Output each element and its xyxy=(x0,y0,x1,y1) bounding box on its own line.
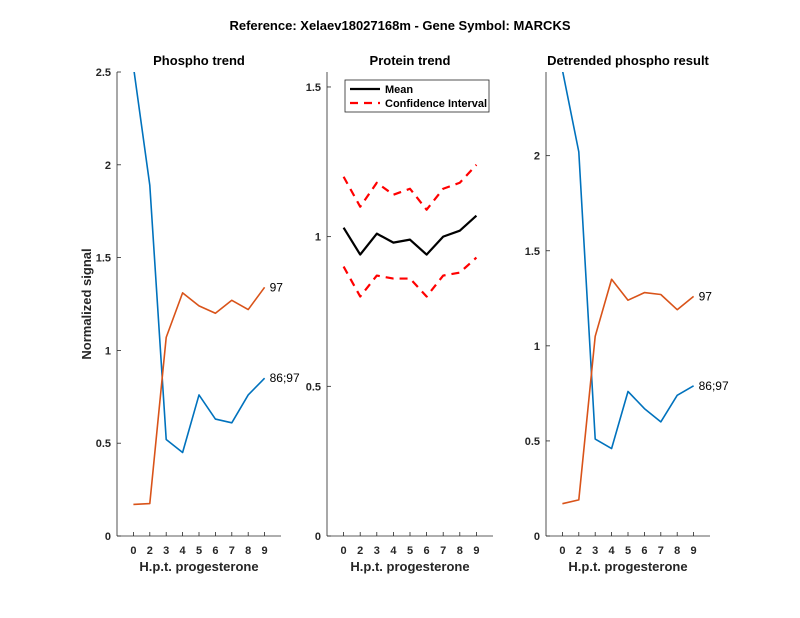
y-tick-label: 1.5 xyxy=(96,253,111,265)
x-tick-label: 2 xyxy=(357,545,363,557)
y-tick-label: 0 xyxy=(534,531,540,543)
series-end-label: 97 xyxy=(699,289,713,303)
x-tick-label: 2 xyxy=(576,545,582,557)
x-tick-label: 8 xyxy=(674,545,680,557)
x-axis-label: H.p.t. progesterone xyxy=(568,559,687,574)
y-tick-label: 1 xyxy=(534,341,540,353)
y-tick-label: 0.5 xyxy=(306,381,321,393)
panel-title: Phospho trend xyxy=(153,53,245,68)
figure-title: Reference: Xelaev18027168m - Gene Symbol… xyxy=(229,18,570,33)
x-tick-label: 7 xyxy=(658,545,664,557)
y-tick-label: 2 xyxy=(105,160,111,172)
x-tick-label: 4 xyxy=(180,545,187,557)
x-tick-label: 3 xyxy=(592,545,598,557)
x-tick-label: 8 xyxy=(245,545,251,557)
series-line-86-97 xyxy=(133,72,266,454)
x-axis-label: H.p.t. progesterone xyxy=(350,559,469,574)
series-line-97 xyxy=(562,278,695,505)
x-tick-label: 9 xyxy=(691,545,697,557)
x-tick-label: 3 xyxy=(163,545,169,557)
y-tick-label: 1 xyxy=(105,345,111,357)
panel-title: Detrended phospho result xyxy=(547,53,709,68)
x-tick-label: 4 xyxy=(390,545,397,557)
x-tick-label: 5 xyxy=(625,545,631,557)
series-group xyxy=(561,72,695,505)
x-tick-label: 7 xyxy=(229,545,235,557)
x-tick-label: 0 xyxy=(341,545,347,557)
y-tick-label: 0.5 xyxy=(525,436,540,448)
series-end-label: 97 xyxy=(270,280,284,294)
legend-entry: Confidence Interval xyxy=(385,98,487,110)
series-line-97 xyxy=(133,286,266,506)
x-tick-label: 8 xyxy=(457,545,463,557)
y-tick-label: 1.5 xyxy=(306,82,321,94)
y-axis-label: Normalized signal xyxy=(79,248,94,359)
x-tick-label: 4 xyxy=(609,545,616,557)
series-group xyxy=(342,164,478,298)
legend: Mean Confidence Interval xyxy=(344,79,490,113)
x-tick-label: 6 xyxy=(424,545,430,557)
x-tick-label: 6 xyxy=(641,545,647,557)
y-tick-label: 0.5 xyxy=(96,438,111,450)
series-group xyxy=(133,72,266,506)
series-line-86-97 xyxy=(561,72,695,450)
x-tick-label: 2 xyxy=(147,545,153,557)
panel-title: Protein trend xyxy=(370,53,451,68)
y-tick-label: 1.5 xyxy=(525,246,540,258)
series-line-mean xyxy=(342,214,478,256)
x-tick-label: 7 xyxy=(440,545,446,557)
y-tick-label: 0 xyxy=(105,531,111,543)
x-tick-label: 3 xyxy=(374,545,380,557)
series-line-confidence-interval-lower xyxy=(342,256,478,298)
x-tick-label: 0 xyxy=(130,545,136,557)
y-tick-label: 1 xyxy=(315,232,321,244)
y-tick-label: 2 xyxy=(534,151,540,163)
x-axis-label: H.p.t. progesterone xyxy=(139,559,258,574)
series-line-confidence-interval-upper xyxy=(342,164,478,211)
x-tick-label: 5 xyxy=(407,545,413,557)
x-tick-label: 5 xyxy=(196,545,202,557)
series-end-label: 86;97 xyxy=(699,379,729,393)
x-tick-label: 6 xyxy=(212,545,218,557)
series-end-label: 86;97 xyxy=(270,371,300,385)
panel-3: 00.511.520 2 3 4 5 6 7 8 9H.p.t. progesteroneDet… xyxy=(525,53,729,574)
x-tick-label: 0 xyxy=(559,545,565,557)
panel-2: 00.511.50 2 3 4 5 6 7 8 9H.p.t. progesteroneProt… xyxy=(306,53,493,574)
legend-box xyxy=(344,79,490,113)
legend-entry: Mean xyxy=(385,84,413,96)
x-tick-label: 9 xyxy=(262,545,268,557)
panel-1: 00.511.522.50 2 3 4 5 6 7 8 9H.p.t. progesterone… xyxy=(79,53,300,574)
x-tick-label: 9 xyxy=(473,545,479,557)
y-tick-label: 0 xyxy=(315,531,321,543)
y-tick-label: 2.5 xyxy=(96,67,111,79)
